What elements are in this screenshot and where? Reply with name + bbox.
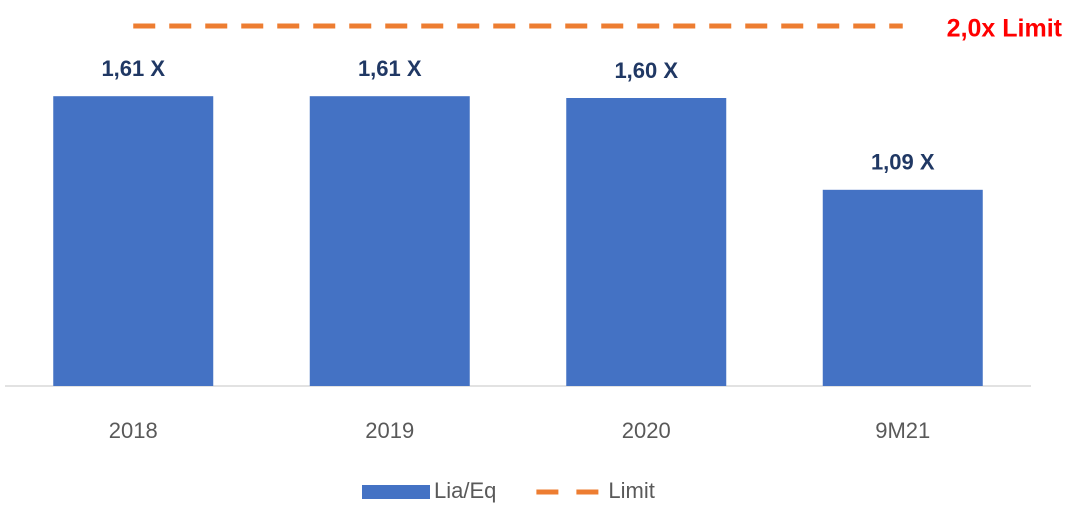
value-label: 1,09 X	[871, 150, 935, 175]
x-tick-label: 2019	[365, 418, 414, 443]
bar	[53, 96, 214, 386]
x-tick-label: 2018	[109, 418, 158, 443]
bar	[822, 189, 983, 386]
legend-label: Limit	[608, 478, 654, 503]
legend-swatch	[362, 485, 430, 499]
legend-label: Lia/Eq	[434, 478, 496, 503]
value-label: 1,61 X	[358, 56, 422, 81]
bar	[309, 96, 470, 386]
x-tick-label: 9M21	[875, 418, 930, 443]
value-label: 1,60 X	[614, 58, 678, 83]
limit-annotation: 2,0x Limit	[947, 15, 1063, 43]
value-label: 1,61 X	[101, 56, 165, 81]
x-tick-label: 2020	[622, 418, 671, 443]
bar	[566, 98, 727, 386]
